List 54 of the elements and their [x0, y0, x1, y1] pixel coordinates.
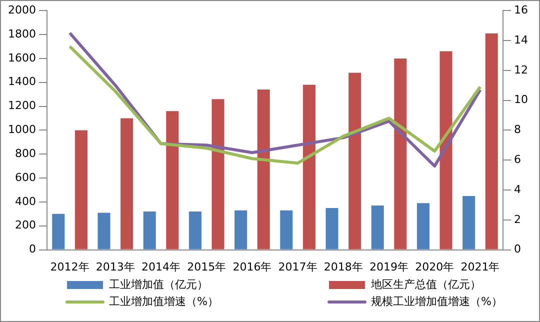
- bar: [98, 212, 110, 250]
- bar: [166, 111, 179, 250]
- y2-tick-label: 6: [514, 152, 522, 166]
- bar: [234, 210, 248, 250]
- x-tick-label: 2021年: [460, 260, 500, 274]
- x-tick-label: 2019年: [370, 260, 408, 274]
- legend-label: 工业增加值增速（%）: [109, 294, 218, 308]
- x-tick-label: 2013年: [96, 260, 135, 274]
- bar: [280, 210, 293, 250]
- bar: [371, 206, 384, 250]
- bar: [416, 203, 430, 250]
- y-tick-label: 1000: [8, 123, 36, 136]
- bar: [326, 208, 338, 250]
- y2-tick-label: 2: [514, 212, 522, 226]
- bar: [348, 72, 362, 250]
- bar: [188, 212, 202, 250]
- bar: [302, 84, 316, 250]
- bar: [257, 90, 270, 250]
- y2-tick-label: 12: [514, 63, 528, 76]
- x-tick-label: 2012年: [50, 260, 90, 274]
- legend-label: 工业增加值（亿元）: [109, 278, 208, 291]
- y-tick-label: 800: [14, 146, 36, 160]
- x-tick-label: 2015年: [187, 260, 226, 274]
- x-tick-label: 2018年: [324, 260, 363, 274]
- bar: [394, 58, 407, 250]
- y2-tick-label: 16: [514, 3, 528, 16]
- x-tick-label: 2020年: [415, 260, 454, 274]
- y-tick-label: 600: [14, 170, 36, 184]
- bar: [120, 118, 134, 250]
- y2-tick-label: 14: [514, 33, 528, 46]
- x-tick-label: 2016年: [232, 260, 272, 274]
- bar: [212, 99, 224, 250]
- y-tick-label: 200: [14, 218, 36, 232]
- bar: [485, 33, 498, 250]
- y2-tick-label: 10: [514, 93, 528, 106]
- x-tick-label: 2017年: [278, 260, 318, 274]
- bar: [143, 212, 156, 250]
- bar: [440, 51, 452, 250]
- y-tick-label: 1200: [8, 99, 36, 112]
- y2-tick-label: 4: [514, 182, 522, 196]
- y-tick-label: 1400: [8, 75, 36, 88]
- bar: [462, 196, 476, 250]
- x-tick-label: 2014年: [141, 260, 180, 274]
- legend-label: 地区生产总值（亿元）: [370, 278, 481, 291]
- y-tick-label: 2000: [8, 3, 36, 16]
- legend-label: 规模工业增加值增速（%）: [371, 294, 502, 308]
- y-tick-label: 0: [28, 242, 36, 256]
- y-tick-label: 1600: [8, 51, 36, 64]
- y2-tick-label: 0: [514, 242, 522, 256]
- bar: [74, 130, 88, 250]
- y-tick-label: 400: [14, 194, 36, 208]
- y2-tick-label: 8: [514, 123, 522, 136]
- y-tick-label: 1800: [8, 27, 36, 40]
- bar: [52, 214, 65, 250]
